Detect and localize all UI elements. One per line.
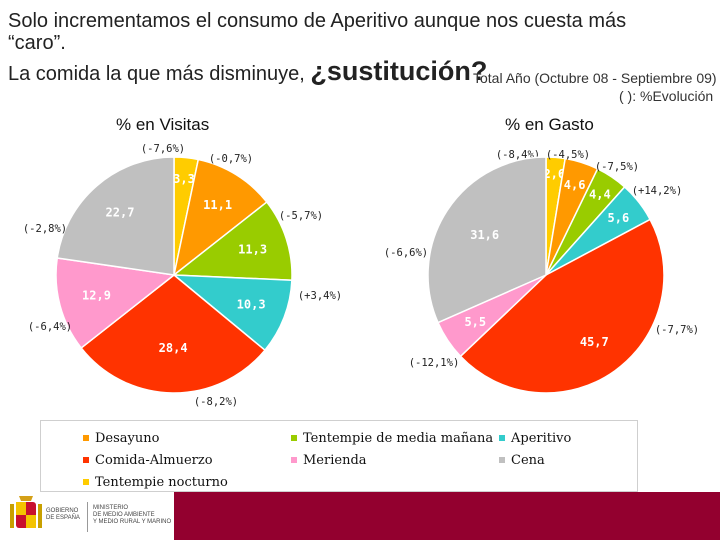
data-label: 4,6 [564,178,586,192]
data-label: 10,3 [237,298,266,312]
pie-slice-cena [56,156,175,276]
logo-text-line: DE ESPAÑA [46,515,80,521]
legend-swatch [499,456,505,463]
title-line-3: La comida la que más disminuye, ¿sustitu… [8,56,487,87]
coat-of-arms-icon [10,496,42,528]
evolution-label: (-2,8%) [23,223,67,235]
footer-band [174,492,720,540]
legend-swatch [499,434,505,441]
legend-label: Cena [511,453,545,468]
legend-label: Comida-Almuerzo [95,453,213,468]
title-line-3-prefix: La comida la que más disminuye, [8,63,311,85]
evolution-label: (-5,7%) [279,210,323,222]
chart-title-gasto: % en Gasto [505,115,594,134]
evolution-label: (-6,4%) [28,321,72,333]
chart-title-visitas: % en Visitas [116,115,210,134]
evolution-label: (-12,1%) [409,357,460,369]
title-line-2: “caro”. [8,32,66,54]
logo-text-line: DE MEDIO AMBIENTE [93,512,155,518]
pie-slice-aperitivo [171,274,293,352]
data-label: 11,3 [238,243,267,257]
pie-slice-merienda [55,257,176,349]
legend-swatch [83,434,89,441]
legend-item-desayuno: Desayuno [83,431,159,446]
logo-divider [87,502,88,532]
logo-gobierno: GOBIERNO DE ESPAÑA [46,508,80,522]
evolution-label: (+3,4%) [298,290,342,302]
data-label: 11,1 [203,198,232,212]
evolution-label: (-6,6%) [384,247,428,259]
legend-label: Desayuno [95,431,160,446]
data-label: 2,6 [543,167,565,181]
pie-slice-comida [459,218,665,394]
slide-title: Solo incrementamos el consumo de Aperiti… [8,10,708,54]
legend-label: Tentempie nocturno [95,475,228,490]
period-label: Total Año (Octubre 08 - Septiembre 09) [473,70,717,86]
pie-slice-tentempie_manana [171,201,293,281]
logo-ministerio: MINISTERIO DE MEDIO AMBIENTE Y MEDIO RUR… [93,505,171,526]
evolution-label: (-0,7%) [209,153,253,165]
data-label: 12,9 [82,289,111,303]
evolution-note: ( ): %Evolución [619,88,714,104]
logo-text-line: GOBIERNO [46,508,79,514]
title-line-1: Solo incrementamos el consumo de Aperiti… [8,10,627,32]
data-label: 28,4 [159,341,188,355]
evolution-label: (+14,2%) [632,185,683,197]
legend-item-cena: Cena [499,453,545,468]
evolution-label: (-7,6%) [141,143,185,155]
legend-label: Aperitivo [511,431,572,446]
pie-slice-cena [427,156,547,324]
pie-slice-desayuno [172,158,268,277]
legend-item-aperitivo: Aperitivo [499,431,571,446]
data-label: 3,3 [173,172,195,186]
logo-text-line: MINISTERIO [93,505,129,511]
data-label: 5,5 [464,315,486,329]
legend-item-tentempie-manana: Tentempie de media mañana [291,431,493,446]
legend-item-tentempie-nocturno: Tentempie nocturno [83,475,228,490]
footer-bar: GOBIERNO DE ESPAÑA MINISTERIO DE MEDIO A… [0,492,720,540]
evolution-label: (-7,5%) [595,161,639,173]
data-label: 45,7 [580,335,609,349]
legend-item-merienda: Merienda [291,453,367,468]
legend-item-comida: Comida-Almuerzo [83,453,213,468]
title-emphasis: ¿sustitución? [310,56,488,86]
data-label: 4,4 [589,188,611,202]
legend-label: Merienda [303,453,367,468]
legend-swatch [83,478,89,485]
evolution-label: (-8,2%) [194,396,238,408]
data-label: 5,6 [608,211,630,225]
footer-logo-area: GOBIERNO DE ESPAÑA MINISTERIO DE MEDIO A… [0,492,174,540]
legend-swatch [291,434,297,441]
pie-slice-comida [80,274,266,394]
evolution-label: (-4,5%) [546,149,590,161]
evolution-label: (-7,7%) [655,324,699,336]
legend-label: Tentempie de media mañana [303,431,494,446]
legend-swatch [291,456,297,463]
data-label: 22,7 [106,206,135,220]
data-label: 31,6 [470,228,499,242]
logo-text-line: Y MEDIO RURAL Y MARINO [93,519,172,525]
legend: Desayuno Tentempie de media mañana Aperi… [40,420,638,492]
legend-swatch [83,456,89,463]
